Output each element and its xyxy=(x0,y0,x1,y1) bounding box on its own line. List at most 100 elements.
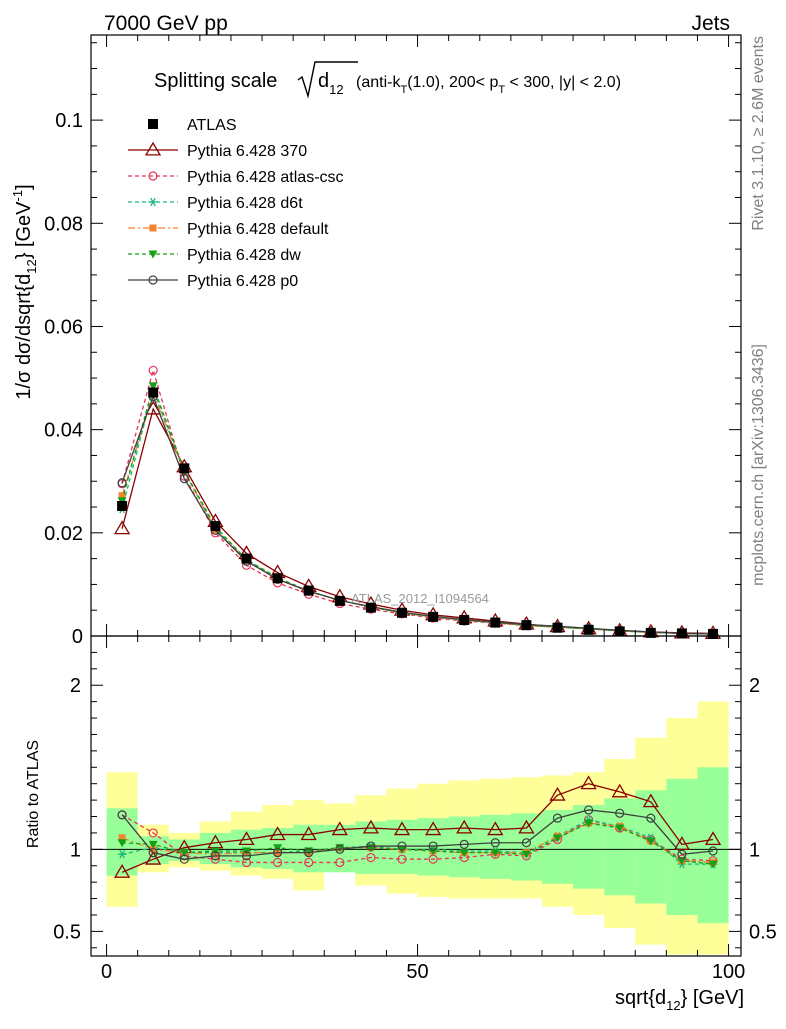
ratio-point xyxy=(117,839,127,848)
ratio-frame xyxy=(90,635,742,957)
ratio-point xyxy=(273,857,283,868)
band-inner xyxy=(417,818,449,876)
data-point xyxy=(241,553,252,564)
x-tick-label: 100 xyxy=(712,961,745,983)
ratio-point xyxy=(708,860,718,869)
data-point xyxy=(459,615,470,626)
ratio-point xyxy=(673,836,691,850)
ratio-point xyxy=(518,819,535,834)
ratio-point xyxy=(397,841,407,851)
ratio-point xyxy=(117,810,127,820)
legend-label: Pythia 6.428 atlas-csc xyxy=(187,169,344,186)
ratio-point xyxy=(335,844,345,854)
data-point xyxy=(397,607,408,618)
legend-marker xyxy=(149,224,157,232)
legend-marker xyxy=(148,119,158,129)
data-point xyxy=(117,500,128,511)
series-line xyxy=(121,394,714,635)
band-inner xyxy=(448,816,480,878)
series-atlas xyxy=(117,387,719,639)
ratio-point xyxy=(210,851,221,861)
ratio-point xyxy=(584,805,594,815)
ratio-point xyxy=(241,851,252,861)
data-point xyxy=(490,617,501,628)
ratio-point xyxy=(304,848,314,858)
data-point xyxy=(210,521,221,532)
ratio-y-tick-label: 0.5 xyxy=(53,921,81,943)
data-point xyxy=(645,627,656,638)
ratio-point xyxy=(148,848,158,858)
ratio-point xyxy=(553,834,563,843)
ratio-series-pythia-6-428-p0 xyxy=(117,805,718,864)
title-d: d12 xyxy=(318,70,344,97)
data-point xyxy=(272,573,283,584)
ratio-point xyxy=(584,819,594,828)
data-point xyxy=(148,365,158,375)
rivet-label: Rivet 3.1.10, ≥ 2.6M events xyxy=(750,36,767,231)
ratio-line xyxy=(121,819,714,865)
ratio-point xyxy=(117,850,127,859)
title-splitting: Splitting scale xyxy=(154,70,277,92)
ratio-point xyxy=(331,821,348,836)
ratio-point xyxy=(335,857,345,868)
data-point xyxy=(614,626,625,637)
ratio-point xyxy=(113,864,131,878)
ratio-point xyxy=(148,840,158,849)
ratio-point xyxy=(642,793,659,808)
data-point xyxy=(334,595,345,606)
series-line xyxy=(121,387,714,635)
ratio-point xyxy=(580,775,597,790)
ratio-point xyxy=(148,828,158,838)
mcplots-label: mcplots.cern.ch [arXiv:1306.3436] xyxy=(750,344,767,586)
y-tick-label: 0.06 xyxy=(44,316,83,338)
ratio-point xyxy=(273,848,283,858)
legend-item-pythia-6-428-atlas-csc: Pythia 6.428 atlas-csc xyxy=(128,169,344,186)
ratio-line xyxy=(121,809,714,860)
ratio-point xyxy=(521,838,532,848)
band-inner xyxy=(666,778,698,915)
y-tick-label: 0.08 xyxy=(44,213,83,235)
legend-marker xyxy=(148,171,158,181)
chart-title: Splitting scale d12 (anti-kT(1.0), 200< … xyxy=(154,61,621,99)
ratio-y-tick-label: 2 xyxy=(70,675,81,697)
ratio-y-tick-label-right: 0.5 xyxy=(749,921,777,943)
data-point xyxy=(148,387,159,398)
ratio-point xyxy=(552,813,563,823)
legend-label: Pythia 6.428 p0 xyxy=(187,273,298,290)
ratio-point xyxy=(300,826,317,841)
ratio-point xyxy=(179,849,189,858)
legend-label: Pythia 6.428 dw xyxy=(187,247,301,264)
ratio-point xyxy=(490,838,500,848)
legend-label: ATLAS xyxy=(187,117,237,134)
data-point xyxy=(365,602,376,613)
data-point xyxy=(179,474,189,484)
legend-item-pythia-6-428-dw: Pythia 6.428 dw xyxy=(128,247,301,264)
ratio-point xyxy=(424,821,442,836)
ratio-point xyxy=(677,849,687,859)
data-point xyxy=(117,478,127,488)
data-point xyxy=(303,585,314,596)
svg-text:1/σ dσ/dsqrt{d12} [GeV-1]: 1/σ dσ/dsqrt{d12} [GeV-1] xyxy=(10,184,39,399)
y-tick-label: 0.02 xyxy=(44,523,83,545)
ratio-point xyxy=(397,854,407,864)
y-axis-label: 1/σ dσ/dsqrt{d12} [GeV-1] xyxy=(10,184,39,399)
ratio-point xyxy=(269,826,286,841)
data-point xyxy=(148,382,158,391)
header-left: 7000 GeV pp xyxy=(104,12,228,35)
ratio-point xyxy=(456,819,473,834)
ratio-point xyxy=(241,857,252,868)
ratio-line xyxy=(121,783,714,873)
ratio-point xyxy=(179,854,189,864)
legend-item-pythia-6-428-d6t: Pythia 6.428 d6t xyxy=(128,195,303,212)
legend-marker xyxy=(148,275,158,285)
ratio-point xyxy=(490,849,500,858)
ratio-point xyxy=(677,857,687,866)
ratio-point xyxy=(145,850,162,865)
legend: ATLAS Pythia 6.428 370 Pythia 6.428 atlas-… xyxy=(128,117,344,290)
ratio-line xyxy=(121,814,714,864)
y-tick-label: 0.1 xyxy=(55,110,83,132)
data-point xyxy=(113,520,131,535)
ratio-point xyxy=(646,837,656,846)
ratio-y-tick-label-right: 1 xyxy=(749,839,760,861)
ratio-point xyxy=(304,857,314,868)
